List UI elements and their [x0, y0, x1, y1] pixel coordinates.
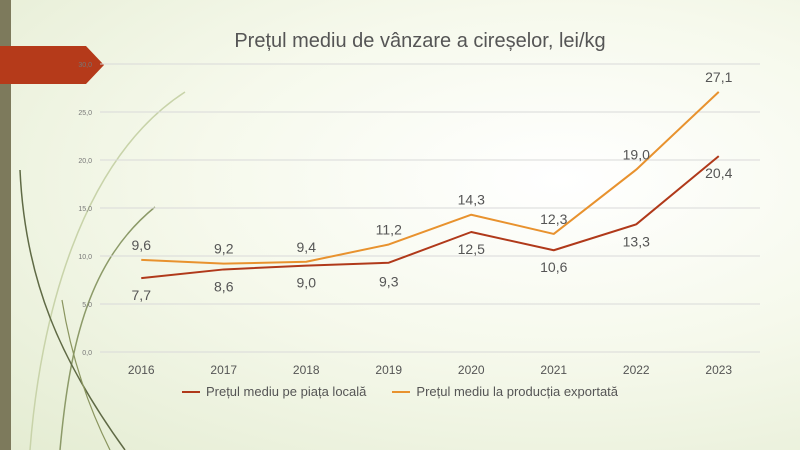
data-label-export: 14,3 — [458, 192, 485, 208]
data-label-export: 11,2 — [376, 221, 402, 237]
data-label-export: 27,1 — [705, 69, 732, 85]
slide-sidebar — [0, 0, 11, 450]
x-tick-label: 2019 — [375, 363, 402, 377]
legend-swatch — [181, 390, 200, 393]
data-label-local: 12,5 — [458, 241, 485, 257]
data-label-local: 13,3 — [623, 233, 650, 249]
legend-label: Prețul mediu pe piața locală — [205, 384, 367, 399]
y-tick-label: 5,0 — [82, 302, 92, 309]
x-tick-label: 2016 — [128, 363, 155, 377]
decorative-curves — [19, 91, 186, 450]
data-label-export: 9,6 — [132, 237, 152, 253]
legend-label: Prețul mediu la producția exportată — [416, 384, 619, 399]
data-label-export: 19,0 — [623, 147, 650, 163]
y-tick-label: 25,0 — [78, 110, 92, 117]
data-label-local: 7,7 — [132, 287, 152, 303]
chart-legend: Prețul mediu pe piața locală Prețul mediu… — [0, 384, 800, 399]
y-tick-label: 30,0 — [78, 62, 92, 69]
x-tick-label: 2023 — [705, 363, 732, 377]
legend-swatch — [392, 390, 411, 393]
title-arrow-shape — [0, 46, 104, 84]
x-tick-label: 2020 — [458, 363, 485, 377]
x-tick-label: 2021 — [540, 363, 567, 377]
x-tick-label: 2022 — [623, 363, 650, 377]
legend-item: Prețul mediu pe piața locală — [181, 384, 367, 399]
y-tick-label: 0,0 — [82, 350, 92, 357]
data-label-local: 8,6 — [214, 278, 234, 294]
data-label-export: 9,4 — [297, 239, 317, 255]
legend-item: Prețul mediu la producția exportată — [392, 384, 618, 399]
data-label-local: 9,0 — [297, 275, 317, 291]
y-tick-label: 20,0 — [78, 158, 92, 165]
x-tick-label: 2018 — [293, 363, 320, 377]
y-tick-label: 10,0 — [78, 254, 92, 261]
data-label-export: 9,2 — [214, 241, 234, 257]
series-line-1 — [141, 155, 720, 280]
y-tick-label: 15,0 — [78, 206, 92, 213]
data-label-export: 12,3 — [540, 211, 567, 227]
data-label-local: 10,6 — [540, 259, 567, 275]
chart-title: Prețul mediu de vânzare a cireșelor, lei… — [234, 30, 606, 52]
data-label-local: 20,4 — [705, 165, 732, 181]
data-label-local: 9,3 — [379, 274, 399, 290]
series-line-2 — [141, 91, 720, 265]
x-tick-label: 2017 — [210, 363, 237, 377]
